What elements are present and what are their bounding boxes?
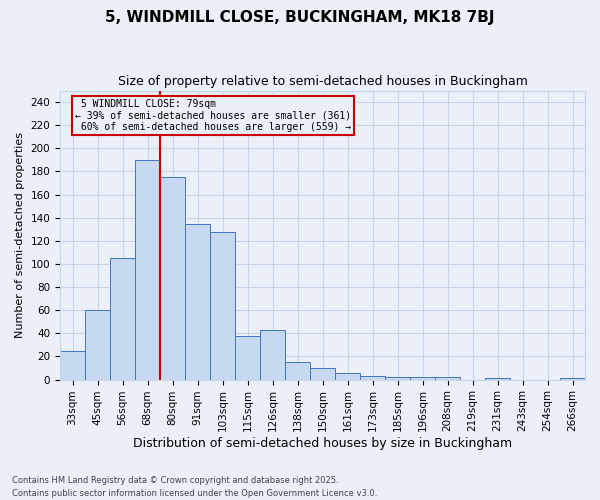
- Bar: [285, 362, 310, 380]
- Bar: [160, 178, 185, 380]
- Text: Contains HM Land Registry data © Crown copyright and database right 2025.
Contai: Contains HM Land Registry data © Crown c…: [12, 476, 377, 498]
- Bar: [110, 258, 135, 380]
- Y-axis label: Number of semi-detached properties: Number of semi-detached properties: [15, 132, 25, 338]
- Bar: [60, 350, 85, 380]
- Bar: [435, 378, 460, 380]
- Bar: [335, 372, 360, 380]
- Bar: [560, 378, 585, 380]
- Text: 5 WINDMILL CLOSE: 79sqm
← 39% of semi-detached houses are smaller (361)
 60% of : 5 WINDMILL CLOSE: 79sqm ← 39% of semi-de…: [75, 98, 351, 132]
- Bar: [485, 378, 510, 380]
- Bar: [185, 224, 210, 380]
- Bar: [360, 376, 385, 380]
- Bar: [135, 160, 160, 380]
- Bar: [310, 368, 335, 380]
- Bar: [85, 310, 110, 380]
- Title: Size of property relative to semi-detached houses in Buckingham: Size of property relative to semi-detach…: [118, 75, 527, 88]
- Bar: [235, 336, 260, 380]
- X-axis label: Distribution of semi-detached houses by size in Buckingham: Distribution of semi-detached houses by …: [133, 437, 512, 450]
- Text: 5, WINDMILL CLOSE, BUCKINGHAM, MK18 7BJ: 5, WINDMILL CLOSE, BUCKINGHAM, MK18 7BJ: [105, 10, 495, 25]
- Bar: [210, 232, 235, 380]
- Bar: [410, 378, 435, 380]
- Bar: [385, 378, 410, 380]
- Bar: [260, 330, 285, 380]
